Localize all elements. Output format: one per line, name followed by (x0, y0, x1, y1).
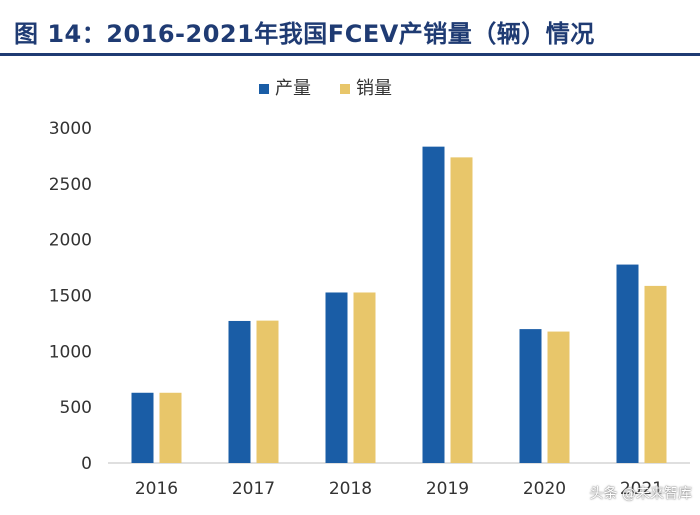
bar-production-2020 (519, 329, 542, 463)
legend-swatch-sales (340, 84, 350, 94)
legend-swatch-production (259, 84, 269, 94)
bars-group (131, 146, 667, 464)
bar-production-2016 (131, 392, 154, 463)
bar-sales-2017 (256, 320, 279, 463)
bar-production-2021 (616, 264, 639, 463)
x-tick-label-2018: 2018 (329, 479, 372, 499)
bar-production-2017 (228, 320, 251, 463)
x-axis: 2016 2017 2018 2019 2020 2021 (108, 462, 690, 499)
chart-area: 产量 销量 0 500 1000 1500 2000 2500 3000 2016 2017 20… (0, 56, 700, 511)
bar-production-2018 (325, 292, 348, 463)
bar-sales-2021 (644, 285, 667, 463)
y-tick-label: 1500 (49, 287, 92, 307)
bar-sales-2019 (450, 157, 473, 463)
x-tick-label-2017: 2017 (232, 479, 275, 499)
bar-sales-2016 (159, 392, 182, 463)
y-axis: 0 500 1000 1500 2000 2500 3000 (49, 119, 92, 474)
x-tick-label-2019: 2019 (426, 479, 469, 499)
y-tick-label: 2500 (49, 175, 92, 195)
y-tick-label: 0 (81, 454, 92, 474)
bar-sales-2020 (547, 331, 570, 463)
x-tick-label-2016: 2016 (135, 479, 178, 499)
legend-label-production: 产量 (275, 78, 311, 99)
y-tick-label: 3000 (49, 119, 92, 139)
x-tick-label-2020: 2020 (523, 479, 566, 499)
bar-sales-2018 (353, 292, 376, 463)
legend-label-sales: 销量 (356, 78, 392, 99)
y-tick-label: 1000 (49, 342, 92, 362)
chart-legend: 产量 销量 (259, 78, 392, 99)
x-tick-label-2021: 2021 (620, 479, 663, 499)
watermark: 头条 @未来智库 (589, 486, 692, 502)
bar-production-2019 (422, 146, 445, 464)
figure-title: 图 14：2016-2021年我国FCEV产销量（辆）情况 (14, 20, 595, 48)
title-bar: 图 14：2016-2021年我国FCEV产销量（辆）情况 (0, 0, 700, 56)
y-tick-label: 2000 (49, 231, 92, 251)
y-tick-label: 500 (60, 398, 92, 418)
